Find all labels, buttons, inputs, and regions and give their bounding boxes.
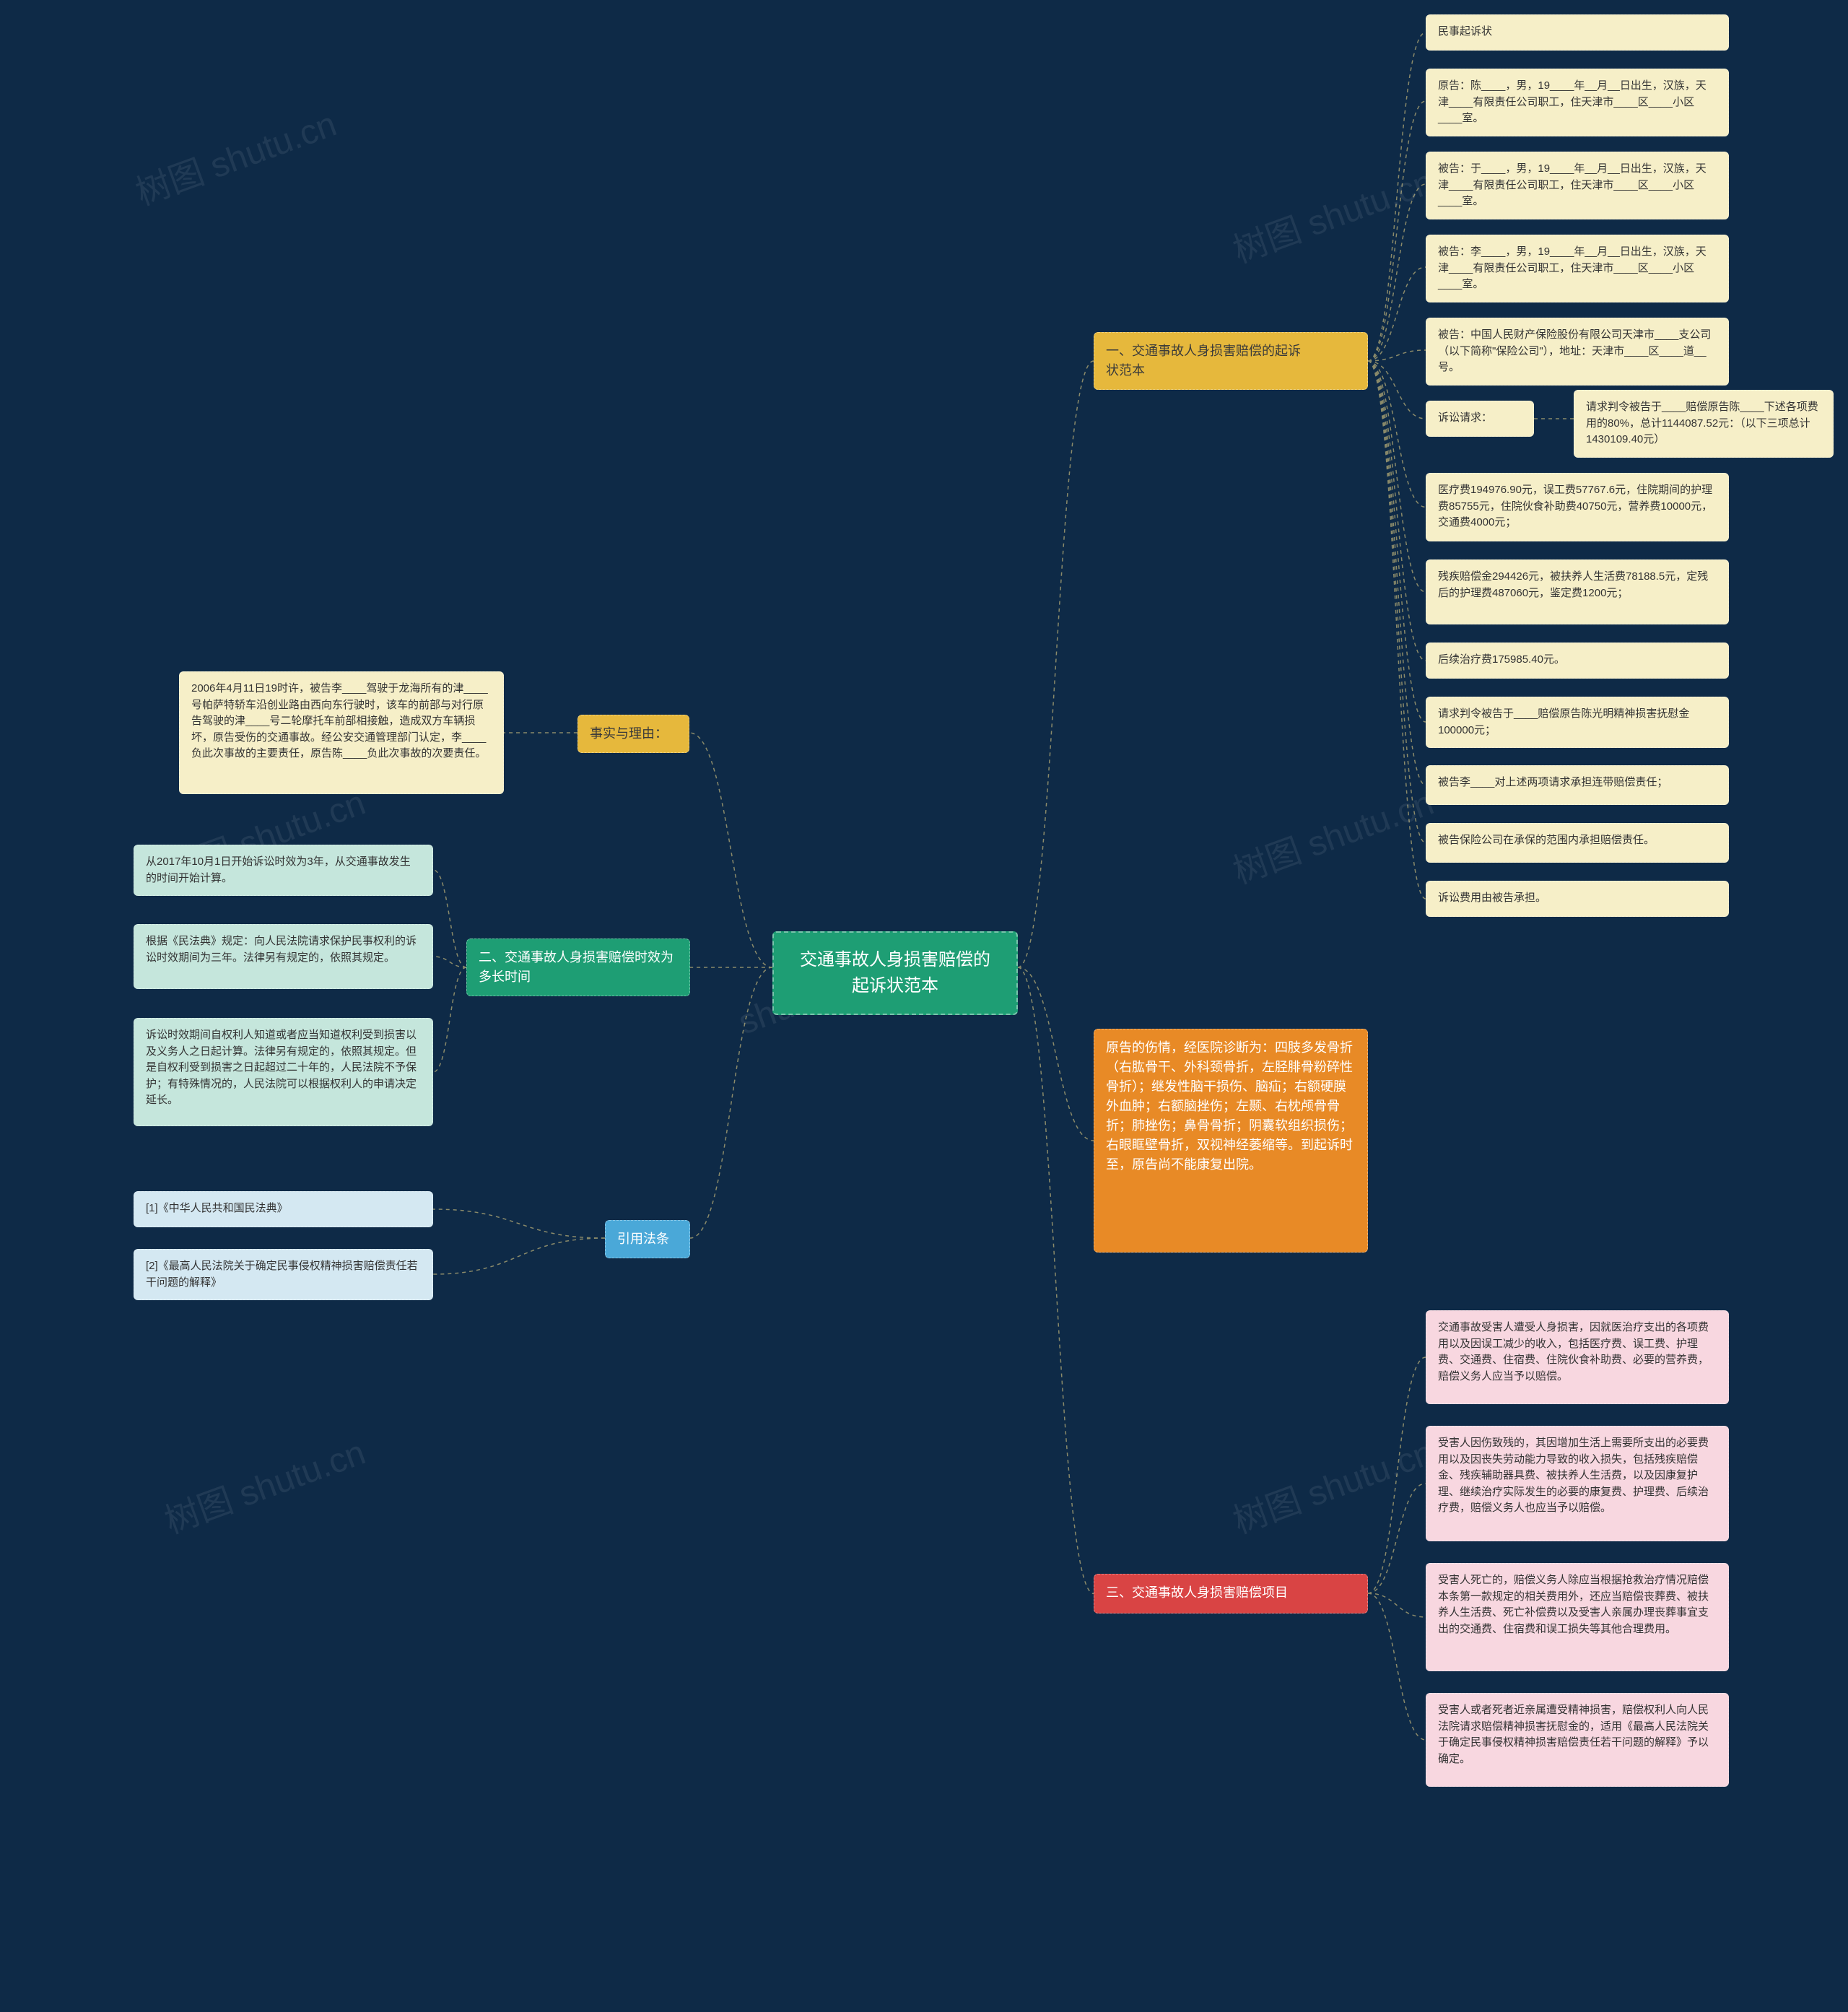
b1-leaf-4: 被告：中国人民财产保险股份有限公司天津市____支公司（以下简称"保险公司"），… <box>1426 318 1729 386</box>
b1-leaf-2: 被告：于____，男，19____年__月__日出生，汉族，天津____有限责任… <box>1426 152 1729 219</box>
b5: 二、交通事故人身损害赔偿时效为多长时间 <box>466 939 690 996</box>
b6-leaf-1: [2]《最高人民法院关于确定民事侵权精神损害赔偿责任若干问题的解释》 <box>134 1249 433 1300</box>
watermark: 树图 shutu.cn <box>157 1424 371 1543</box>
b1-leaf-5: 诉讼请求： <box>1426 401 1534 437</box>
watermark: 树图 shutu.cn <box>1225 1424 1439 1543</box>
b2: 原告的伤情，经医院诊断为：四肢多发骨折（右肱骨干、外科颈骨折，左胫腓骨粉碎性骨折… <box>1094 1029 1368 1253</box>
b1-leaf-3: 被告：李____，男，19____年__月__日出生，汉族，天津____有限责任… <box>1426 235 1729 302</box>
watermark: 树图 shutu.cn <box>128 95 342 214</box>
b3: 三、交通事故人身损害赔偿项目 <box>1094 1574 1368 1613</box>
b5-leaf-0: 从2017年10月1日开始诉讼时效为3年，从交通事故发生的时间开始计算。 <box>134 845 433 896</box>
b1-leaf-9: 请求判令被告于____赔偿原告陈光明精神损害抚慰金100000元； <box>1426 697 1729 748</box>
b3-leaf-1: 受害人因伤致残的，其因增加生活上需要所支出的必要费用以及因丧失劳动能力导致的收入… <box>1426 1426 1729 1541</box>
b6: 引用法条 <box>605 1220 690 1258</box>
b1-leaf-1: 原告：陈____，男，19____年__月__日出生，汉族，天津____有限责任… <box>1426 69 1729 136</box>
b1-leaf-6: 医疗费194976.90元，误工费57767.6元，住院期间的护理费85755元… <box>1426 473 1729 541</box>
b4: 事实与理由： <box>578 715 689 753</box>
b1-leaf-8: 后续治疗费175985.40元。 <box>1426 643 1729 679</box>
watermark: 树图 shutu.cn <box>1225 774 1439 893</box>
b1-leaf-7: 残疾赔偿金294426元，被扶养人生活费78188.5元，定残后的护理费4870… <box>1426 559 1729 624</box>
root-node: 交通事故人身损害赔偿的 起诉状范本 <box>772 931 1018 1015</box>
b3-leaf-2: 受害人死亡的，赔偿义务人除应当根据抢救治疗情况赔偿本条第一款规定的相关费用外，还… <box>1426 1563 1729 1671</box>
b5-leaf-2: 诉讼时效期间自权利人知道或者应当知道权利受到损害以及义务人之日起计算。法律另有规… <box>134 1018 433 1126</box>
b4-leaf-0: 2006年4月11日19时许，被告李____驾驶于龙海所有的津____号帕萨特轿… <box>179 671 504 794</box>
b1-leaf-0: 民事起诉状 <box>1426 14 1729 51</box>
b1-leaf-10: 被告李____对上述两项请求承担连带赔偿责任； <box>1426 765 1729 805</box>
b5-leaf-1: 根据《民法典》规定：向人民法院请求保护民事权利的诉讼时效期间为三年。法律另有规定… <box>134 924 433 989</box>
b3-leaf-0: 交通事故受害人遭受人身损害，因就医治疗支出的各项费用以及因误工减少的收入，包括医… <box>1426 1310 1729 1404</box>
watermark: 树图 shutu.cn <box>1225 153 1439 272</box>
b1-leaf-5-sub: 请求判令被告于____赔偿原告陈____下述各项费用的80%，总计1144087… <box>1574 390 1834 458</box>
b6-leaf-0: [1]《中华人民共和国民法典》 <box>134 1191 433 1227</box>
b3-leaf-3: 受害人或者死者近亲属遭受精神损害，赔偿权利人向人民法院请求赔偿精神损害抚慰金的，… <box>1426 1693 1729 1787</box>
b1: 一、交通事故人身损害赔偿的起诉 状范本 <box>1094 332 1368 390</box>
b1-leaf-12: 诉讼费用由被告承担。 <box>1426 881 1729 917</box>
b1-leaf-11: 被告保险公司在承保的范围内承担赔偿责任。 <box>1426 823 1729 863</box>
